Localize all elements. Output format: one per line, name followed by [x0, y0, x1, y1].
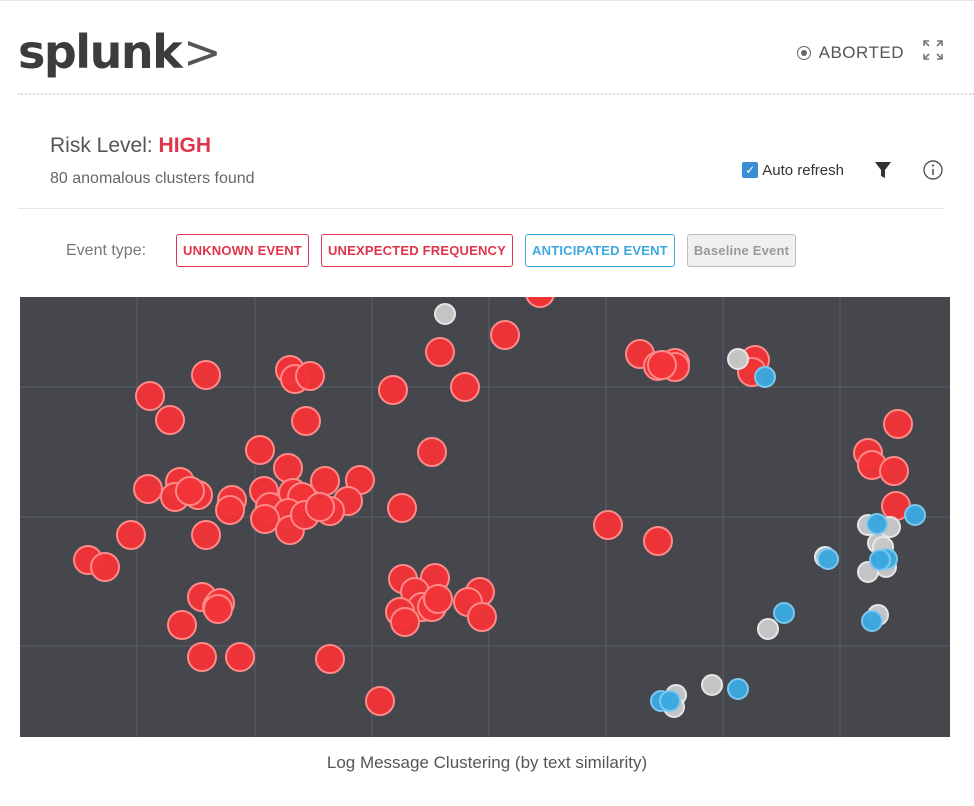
unknown-cluster-point[interactable]	[490, 320, 520, 350]
anticipated-cluster-point[interactable]	[754, 366, 776, 388]
tag-anticipated-event[interactable]: ANTICIPATED EVENT	[525, 234, 675, 267]
logo-text: splunk	[18, 25, 183, 79]
baseline-cluster-point[interactable]	[434, 303, 456, 325]
header-divider	[18, 93, 974, 95]
anticipated-cluster-point[interactable]	[727, 678, 749, 700]
unknown-cluster-point[interactable]	[593, 510, 623, 540]
anticipated-cluster-point[interactable]	[773, 602, 795, 624]
unknown-cluster-point[interactable]	[295, 361, 325, 391]
expand-icon[interactable]	[922, 39, 944, 61]
anticipated-cluster-point[interactable]	[861, 610, 883, 632]
event-type-label: Event type:	[66, 241, 147, 259]
unknown-cluster-point[interactable]	[250, 504, 280, 534]
unknown-cluster-point[interactable]	[133, 474, 163, 504]
unknown-cluster-point[interactable]	[378, 375, 408, 405]
panel-controls: ✓ Auto refresh	[742, 159, 944, 181]
unknown-cluster-point[interactable]	[883, 409, 913, 439]
unknown-cluster-point[interactable]	[245, 435, 275, 465]
unknown-cluster-point[interactable]	[450, 372, 480, 402]
unknown-cluster-point[interactable]	[191, 360, 221, 390]
baseline-cluster-point[interactable]	[701, 674, 723, 696]
unknown-cluster-point[interactable]	[191, 520, 221, 550]
unknown-cluster-point[interactable]	[225, 642, 255, 672]
anticipated-cluster-point[interactable]	[659, 690, 681, 712]
unknown-cluster-point[interactable]	[467, 602, 497, 632]
clusters-count: 80 anomalous clusters found	[50, 170, 255, 187]
risk-value: HIGH	[158, 134, 212, 157]
panel-header: splunk> ABORTED	[18, 21, 974, 91]
unknown-cluster-point[interactable]	[425, 337, 455, 367]
unknown-cluster-point[interactable]	[525, 297, 555, 308]
unknown-cluster-point[interactable]	[135, 381, 165, 411]
unknown-cluster-point[interactable]	[167, 610, 197, 640]
plot-caption: Log Message Clustering (by text similari…	[326, 753, 648, 772]
unknown-cluster-point[interactable]	[315, 644, 345, 674]
job-status: ABORTED	[796, 43, 904, 63]
unknown-cluster-point[interactable]	[879, 456, 909, 486]
risk-label: Risk Level:	[50, 134, 153, 157]
stop-circle-icon	[796, 46, 811, 60]
unknown-cluster-point[interactable]	[187, 642, 217, 672]
info-icon[interactable]	[922, 159, 944, 181]
baseline-cluster-point[interactable]	[727, 348, 749, 370]
scatter-plot	[20, 297, 950, 737]
auto-refresh-checkbox[interactable]: ✓	[742, 162, 759, 178]
unknown-cluster-point[interactable]	[310, 466, 340, 496]
unknown-cluster-point[interactable]	[203, 594, 233, 624]
anticipated-cluster-point[interactable]	[869, 549, 891, 571]
event-type-filter: Event type: UNKNOWN EVENT UNEXPECTED FRE…	[66, 234, 808, 267]
unknown-cluster-point[interactable]	[215, 495, 245, 525]
tag-unknown-event[interactable]: UNKNOWN EVENT	[176, 234, 309, 267]
unknown-cluster-point[interactable]	[116, 520, 146, 550]
splunk-logo: splunk>	[18, 25, 222, 79]
tag-unexpected-frequency[interactable]: UNEXPECTED FREQUENCY	[320, 234, 514, 267]
unknown-cluster-point[interactable]	[423, 584, 453, 614]
baseline-cluster-point[interactable]	[757, 618, 779, 640]
tag-baseline-event[interactable]: Baseline Event	[686, 234, 797, 267]
status-text: ABORTED	[818, 43, 904, 62]
logo-chevron: >	[183, 25, 222, 79]
anticipated-cluster-point[interactable]	[866, 513, 888, 535]
unknown-cluster-point[interactable]	[365, 686, 395, 716]
anticipated-cluster-point[interactable]	[817, 548, 839, 570]
risk-summary: Risk Level: HIGH 80 anomalous clusters f…	[50, 134, 255, 188]
unknown-cluster-point[interactable]	[647, 350, 677, 380]
summary-divider	[18, 208, 944, 209]
unknown-cluster-point[interactable]	[417, 437, 447, 467]
unknown-cluster-point[interactable]	[390, 607, 420, 637]
scatter-plot-svg	[20, 297, 950, 737]
auto-refresh-label[interactable]: Auto refresh	[762, 161, 844, 179]
unknown-cluster-point[interactable]	[305, 492, 335, 522]
anticipated-cluster-point[interactable]	[904, 504, 926, 526]
unknown-cluster-point[interactable]	[155, 405, 185, 435]
risk-level: Risk Level: HIGH	[50, 134, 255, 158]
filter-icon[interactable]	[872, 159, 894, 181]
unknown-cluster-point[interactable]	[387, 493, 417, 523]
unknown-cluster-point[interactable]	[90, 552, 120, 582]
unknown-cluster-point[interactable]	[273, 453, 303, 483]
unknown-cluster-point[interactable]	[175, 476, 205, 506]
unknown-cluster-point[interactable]	[643, 526, 673, 556]
unknown-cluster-point[interactable]	[291, 406, 321, 436]
